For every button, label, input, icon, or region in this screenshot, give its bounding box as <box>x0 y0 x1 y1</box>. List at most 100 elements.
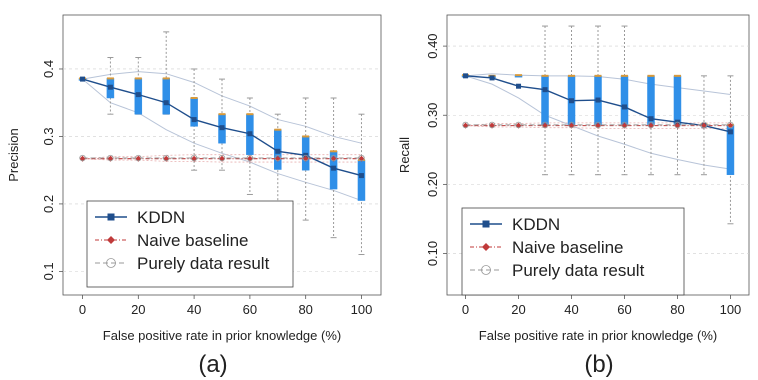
purely-data-point <box>163 154 170 162</box>
x-tick-label: 100 <box>351 302 373 317</box>
legend: KDDN Naive baseline Purely data result <box>461 207 685 296</box>
chart-panel-a: 0 20 40 60 80 100 0.1 0.2 0.3 0.4 False positive r… <box>6 14 382 378</box>
purely-data-point <box>218 154 226 162</box>
y-tick-label: 0.4 <box>41 60 56 78</box>
kddn-box <box>162 78 170 115</box>
y-axis-label: Recall <box>397 137 412 173</box>
kddn-point <box>191 117 197 123</box>
kddn-point <box>516 83 522 89</box>
kddn-box-top <box>647 74 655 77</box>
purely-data-point <box>330 154 337 162</box>
purely-data-point <box>358 154 365 162</box>
x-tick-label: 0 <box>79 302 86 317</box>
purely-data-point <box>594 121 602 129</box>
x-tick-label: 0 <box>462 302 469 317</box>
y-tick-label: 0.2 <box>41 195 56 213</box>
purely-data-point <box>274 154 281 162</box>
legend-marker-diamond <box>482 243 490 251</box>
kddn-box-top <box>330 150 338 153</box>
kddn-point <box>595 97 601 103</box>
legend: KDDN Naive baseline Purely data result <box>86 200 294 288</box>
kddn-box <box>357 159 366 201</box>
x-tick-label: 20 <box>131 302 145 317</box>
legend-marker-square <box>482 220 490 228</box>
kddn-box-top <box>541 74 549 77</box>
legend-label: KDDN <box>137 208 185 227</box>
y-tick-label: 0.20 <box>425 172 440 197</box>
legend-marker-circle <box>481 265 491 275</box>
purely-data-point <box>700 121 708 129</box>
x-axis-label: False positive rate in prior knowledge (… <box>479 328 717 343</box>
kddn-point <box>80 76 86 82</box>
kddn-point <box>542 87 548 93</box>
kddn-point <box>727 129 733 135</box>
kddn-point <box>247 131 253 137</box>
kddn-box-top <box>218 113 226 116</box>
x-tick-label: 60 <box>243 302 257 317</box>
legend-marker-circle <box>106 258 116 268</box>
legend-marker-square <box>107 213 115 221</box>
kddn-point <box>569 98 575 104</box>
kddn-point <box>107 84 113 90</box>
kddn-point <box>358 173 364 179</box>
kddn-box <box>673 75 682 126</box>
purely-data-point <box>541 121 549 129</box>
legend-box <box>86 200 294 288</box>
legend-label: Purely data result <box>512 261 645 280</box>
kddn-point <box>489 75 495 81</box>
purely-data-point <box>107 154 114 162</box>
legend-box <box>461 207 685 296</box>
purely-data-point <box>568 121 575 129</box>
x-tick-label: 100 <box>720 302 742 317</box>
kddn-box-top <box>568 74 576 77</box>
purely-data-point <box>79 154 86 162</box>
purely-data-point <box>647 121 655 129</box>
kddn-box-top <box>515 74 523 77</box>
kddn-box-top <box>190 96 198 99</box>
y-tick-label: 0.40 <box>425 33 440 58</box>
purely-data-point <box>515 121 522 129</box>
y-tick-label: 0.10 <box>425 241 440 266</box>
x-tick-label: 40 <box>187 302 201 317</box>
kddn-point <box>331 165 337 171</box>
purely-data-point <box>674 121 681 129</box>
y-tick-label: 0.30 <box>425 103 440 128</box>
baseline-band-upper <box>82 154 362 160</box>
purely-data-point <box>302 154 309 162</box>
kddn-box <box>620 75 629 126</box>
kddn-box-top <box>620 74 628 77</box>
legend-label: KDDN <box>512 215 560 234</box>
kddn-box-top <box>673 74 681 77</box>
legend-label: Naive baseline <box>512 238 624 257</box>
y-axis-label: Precision <box>6 128 21 181</box>
x-tick-label: 80 <box>670 302 684 317</box>
panel-label: (b) <box>584 351 613 378</box>
baseline-band-lower <box>82 158 362 163</box>
purely-data-point <box>727 121 734 129</box>
purely-data-point <box>462 121 469 129</box>
x-axis-label: False positive rate in prior knowledge (… <box>103 328 341 343</box>
kddn-point <box>163 100 169 106</box>
x-tick-label: 40 <box>564 302 578 317</box>
x-tick-label: 60 <box>617 302 631 317</box>
legend-label: Naive baseline <box>137 231 249 250</box>
y-tick-label: 0.3 <box>41 127 56 145</box>
kddn-box-top <box>246 113 254 116</box>
kddn-point <box>621 104 627 110</box>
x-tick-label: 20 <box>511 302 525 317</box>
purely-data-point <box>246 154 254 162</box>
purely-data-point <box>190 154 198 162</box>
kddn-point <box>275 148 281 154</box>
kddn-box <box>541 75 549 126</box>
x-tick-label: 80 <box>298 302 312 317</box>
kddn-point <box>135 92 141 98</box>
purely-data-point <box>488 121 496 129</box>
legend-label: Purely data result <box>137 254 270 273</box>
kddn-box-top <box>134 77 142 80</box>
kddn-box-top <box>274 128 282 131</box>
kddn-envelope-lower <box>82 78 362 202</box>
chart-panel-b: 0 20 40 60 80 100 0.10 0.20 0.30 0.40 False positi… <box>397 14 750 378</box>
kddn-point <box>219 125 225 131</box>
kddn-point <box>648 116 654 122</box>
